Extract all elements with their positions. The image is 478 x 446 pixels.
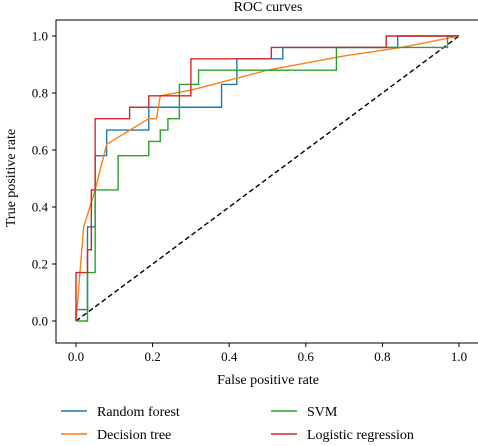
x-tick-label: 0.4 xyxy=(221,349,238,364)
series-line-svm xyxy=(76,35,459,322)
y-tick-label: 0.0 xyxy=(32,314,48,329)
plot-frame xyxy=(55,19,478,344)
legend-label-logistic-regression: Logistic regression xyxy=(307,428,414,443)
plot-area xyxy=(75,35,460,322)
series-line-logistic-regression xyxy=(75,35,459,321)
reference-diagonal-line xyxy=(75,35,460,322)
chart-title: ROC curves xyxy=(234,0,303,15)
y-axis-title: True positive rate xyxy=(4,129,19,227)
legend-label-svm: SVM xyxy=(307,405,338,420)
x-tick-label: 0.8 xyxy=(374,349,390,364)
x-tick-label: 0.0 xyxy=(68,349,84,364)
y-tick-label: 0.2 xyxy=(32,257,48,272)
x-axis-title: False positive rate xyxy=(217,373,319,388)
y-tick-label: 0.6 xyxy=(32,143,49,158)
series-line-random-forest xyxy=(75,35,459,321)
y-tick-label: 0.4 xyxy=(32,200,49,215)
x-tick-label: 0.2 xyxy=(144,349,160,364)
y-tick-label: 0.8 xyxy=(32,86,48,101)
y-tick-label: 1.0 xyxy=(32,29,48,44)
legend-label-decision-tree: Decision tree xyxy=(97,428,171,443)
x-tick-label: 0.6 xyxy=(298,349,315,364)
x-tick-label: 1.0 xyxy=(451,349,467,364)
series-line-decision-tree xyxy=(75,35,460,322)
legend-label-random-forest: Random forest xyxy=(97,405,180,420)
axis-ticks: 0.0 0.2 0.4 0.6 0.8 1.0 0.0 0.2 0.4 0.6 0.8 1.0 xyxy=(32,29,467,365)
legend: Random forest Decision tree SVM Logistic re… xyxy=(61,405,414,443)
